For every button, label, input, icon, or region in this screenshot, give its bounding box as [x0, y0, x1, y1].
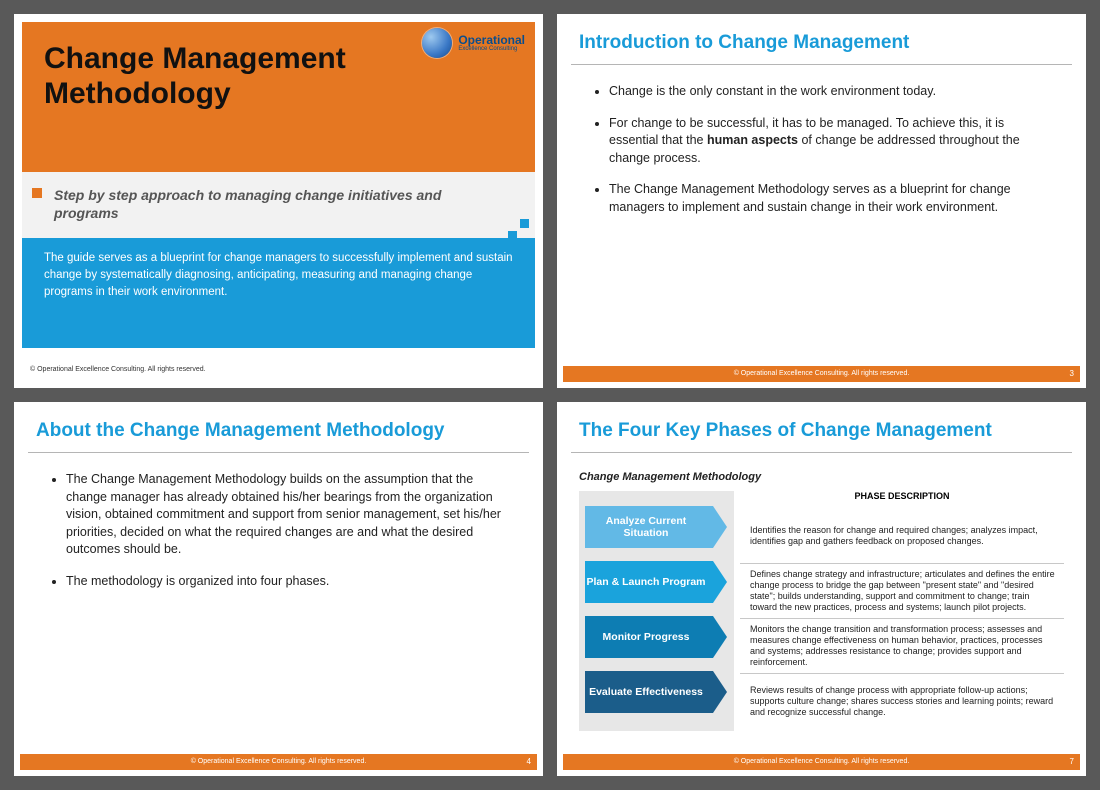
phase-arrow: Plan & Launch Program: [585, 561, 713, 603]
phase-arrow: Analyze Current Situation: [585, 506, 713, 548]
slide4-copyright: © Operational Excellence Consulting. All…: [734, 758, 910, 765]
title-block: Operational Excellence Consulting Change…: [22, 22, 535, 172]
slide4-subheading: Change Management Methodology: [557, 471, 1086, 491]
slide4-page: 7: [1070, 754, 1074, 770]
phase-description: Defines change strategy and infrastructu…: [740, 564, 1064, 619]
phase-row: Analyze Current Situation: [585, 501, 734, 553]
bullet-item: Change is the only constant in the work …: [609, 83, 1046, 101]
logo: Operational Excellence Consulting: [422, 28, 525, 58]
slide3-copyright: © Operational Excellence Consulting. All…: [191, 758, 367, 765]
bullet-item: The Change Management Methodology builds…: [66, 471, 503, 559]
slide3-bullets: The Change Management Methodology builds…: [14, 471, 543, 590]
description-block: The guide serves as a blueprint for chan…: [22, 238, 535, 348]
slide-2: Introduction to Change Management Change…: [557, 14, 1086, 388]
slide2-heading: Introduction to Change Management: [557, 14, 1086, 64]
slide2-footer: © Operational Excellence Consulting. All…: [563, 366, 1080, 382]
bullet-item: For change to be successful, it has to b…: [609, 115, 1046, 168]
slide-1: Operational Excellence Consulting Change…: [14, 14, 543, 388]
bullet-item: The methodology is organized into four p…: [66, 573, 503, 591]
phase-row: Plan & Launch Program: [585, 556, 734, 608]
slide-3: About the Change Management Methodology …: [14, 402, 543, 776]
divider: [28, 452, 529, 453]
phase-arrow: Monitor Progress: [585, 616, 713, 658]
phase-descriptions: PHASE DESCRIPTION Identifies the reason …: [740, 491, 1064, 731]
phase-desc-header: PHASE DESCRIPTION: [740, 491, 1064, 501]
slide2-bullets: Change is the only constant in the work …: [557, 83, 1086, 216]
bullet-item: The Change Management Methodology serves…: [609, 181, 1046, 216]
phase-description: Reviews results of change process with a…: [740, 674, 1064, 729]
slide1-subtitle: Step by step approach to managing change…: [54, 186, 454, 222]
phase-row: Monitor Progress: [585, 611, 734, 663]
slide1-footer: © Operational Excellence Consulting. All…: [22, 348, 535, 382]
orange-square-icon: [32, 188, 42, 198]
logo-brand: Operational: [458, 34, 525, 46]
slide-4: The Four Key Phases of Change Management…: [557, 402, 1086, 776]
subtitle-block: Step by step approach to managing change…: [22, 172, 535, 238]
divider: [571, 64, 1072, 65]
phase-description: Identifies the reason for change and req…: [740, 509, 1064, 564]
phases-container: Analyze Current Situation Plan & Launch P…: [557, 491, 1086, 731]
slide1-copyright: © Operational Excellence Consulting. All…: [30, 366, 206, 373]
phase-arrows: Analyze Current Situation Plan & Launch P…: [579, 491, 734, 731]
slide3-footer: © Operational Excellence Consulting. All…: [20, 754, 537, 770]
logo-sub: Excellence Consulting: [458, 46, 525, 52]
slide4-footer: © Operational Excellence Consulting. All…: [563, 754, 1080, 770]
slide4-heading: The Four Key Phases of Change Management: [557, 402, 1086, 452]
slide1-description: The guide serves as a blueprint for chan…: [44, 250, 513, 300]
slide2-copyright: © Operational Excellence Consulting. All…: [734, 370, 910, 377]
phase-description: Monitors the change transition and trans…: [740, 619, 1064, 674]
slide3-heading: About the Change Management Methodology: [14, 402, 543, 452]
slide1-title: Change Management Methodology: [44, 42, 384, 111]
divider: [571, 452, 1072, 453]
slide3-page: 4: [527, 754, 531, 770]
phase-arrow: Evaluate Effectiveness: [585, 671, 713, 713]
slide-grid: Operational Excellence Consulting Change…: [0, 0, 1100, 790]
slide2-page: 3: [1070, 366, 1074, 382]
globe-icon: [422, 28, 452, 58]
phase-row: Evaluate Effectiveness: [585, 666, 734, 718]
